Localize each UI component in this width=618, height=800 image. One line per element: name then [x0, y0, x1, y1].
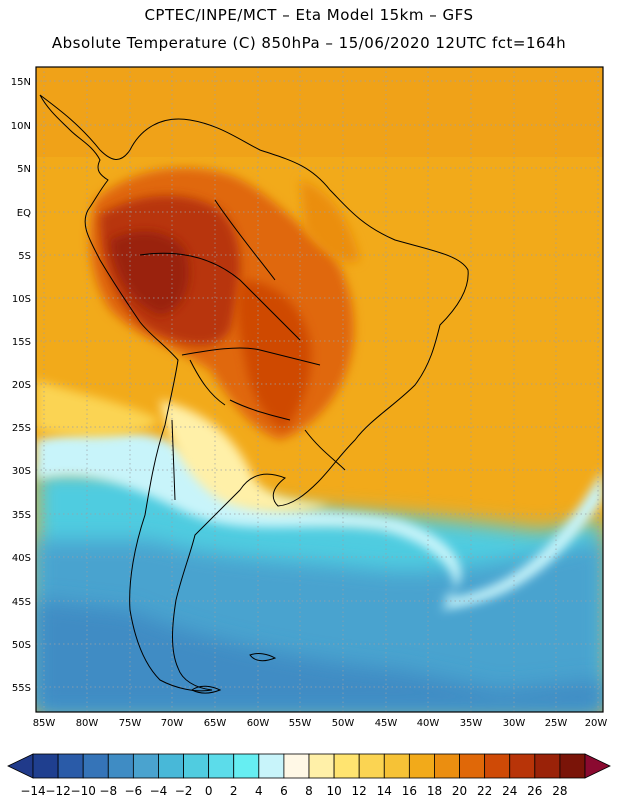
colorbar-label: 14 [377, 784, 392, 798]
lat-label: 5S [18, 251, 31, 262]
colorbar-swatch [358, 753, 385, 779]
lon-label: 30W [503, 718, 526, 729]
longitude-axis: 85W 80W 75W 70W 65W 60W 55W 50W 45W 40W … [33, 718, 608, 729]
lon-label: 20W [585, 718, 608, 729]
lon-label: 50W [332, 718, 355, 729]
colorbar-swatch [559, 753, 586, 779]
colorbar-under-arrow [7, 753, 34, 779]
colorbar-swatch [82, 753, 109, 779]
colorbar-label: −4 [150, 784, 168, 798]
lat-label: 5N [17, 164, 31, 175]
colorbar-swatch [283, 753, 310, 779]
colorbar-swatch [158, 753, 184, 779]
lon-label: 40W [417, 718, 440, 729]
map-title: CPTEC/INPE/MCT – Eta Model 15km – GFS [144, 6, 474, 24]
latitude-axis: 15N 10N 5N EQ 5S 10S 15S 20S 25S 30S 35S… [11, 77, 31, 694]
lon-label: 45W [375, 718, 398, 729]
colorbar-label: 18 [427, 784, 442, 798]
map-subtitle: Absolute Temperature (C) 850hPa – 15/06/… [51, 34, 567, 52]
color-legend: −14 −12 −10 −8 −6 −4 −2 0 2 4 6 8 10 12 14 16 18 20 22 24 26… [7, 753, 611, 798]
lat-label: 10S [12, 294, 31, 305]
lat-label: 10N [11, 121, 31, 132]
temperature-field [36, 67, 603, 712]
lon-label: 85W [33, 718, 56, 729]
lat-lon-grid [36, 67, 603, 712]
colorbar-swatch [383, 753, 410, 779]
colorbar-swatch [132, 753, 159, 779]
colorbar-label: 16 [402, 784, 417, 798]
colorbar-swatch [434, 753, 460, 779]
colorbar-swatch [408, 753, 435, 779]
colorbar-label: −6 [125, 784, 143, 798]
coastlines [39, 94, 469, 694]
colorbar-over-arrow [584, 753, 611, 779]
lat-label: 35S [12, 510, 31, 521]
lon-label: 80W [76, 718, 99, 729]
lat-label: 40S [12, 553, 31, 564]
lon-label: 55W [289, 718, 312, 729]
colorbar-swatch [509, 753, 536, 779]
colorbar-label: 4 [255, 784, 263, 798]
colorbar-swatch [233, 753, 260, 779]
lon-label: 65W [204, 718, 227, 729]
colorbar-label: 28 [552, 784, 567, 798]
lon-label: 70W [161, 718, 184, 729]
colorbar-label: 2 [230, 784, 238, 798]
colorbar-label: −8 [99, 784, 117, 798]
colorbar-label: −14 [20, 784, 45, 798]
colorbar-swatch [459, 753, 486, 779]
colorbar-label: 10 [326, 784, 341, 798]
colorbar-swatch [32, 753, 59, 779]
colorbar-label: 12 [352, 784, 367, 798]
colorbar-label: 6 [280, 784, 288, 798]
lat-label: 25S [12, 423, 31, 434]
colorbar-swatch [107, 753, 134, 779]
colorbar-label: 24 [502, 784, 517, 798]
lon-label: 25W [545, 718, 568, 729]
colorbar-label: 26 [527, 784, 542, 798]
lat-label: 30S [12, 466, 31, 477]
lat-label: 50S [12, 640, 31, 651]
colorbar-label: 22 [477, 784, 492, 798]
lat-label: 45S [12, 597, 31, 608]
lon-label: 75W [119, 718, 142, 729]
colorbar-label: −12 [45, 784, 70, 798]
colorbar-swatch [183, 753, 210, 779]
lat-label: 20S [12, 380, 31, 391]
colorbar-label: −10 [71, 784, 96, 798]
colorbar-swatch [484, 753, 511, 779]
lon-label: 35W [460, 718, 483, 729]
colorbar-swatch [333, 753, 360, 779]
colorbar-label: 0 [205, 784, 213, 798]
lon-label: 60W [247, 718, 270, 729]
colorbar-label: 20 [452, 784, 467, 798]
colorbar-label: 8 [305, 784, 313, 798]
colorbar-label: −2 [175, 784, 193, 798]
colorbar-swatch [534, 753, 561, 779]
plot-frame [35, 66, 604, 713]
colorbar-swatch [258, 753, 285, 779]
lat-label: 15N [11, 77, 31, 88]
colorbar-swatch [57, 753, 84, 779]
colorbar-swatch [308, 753, 335, 779]
lat-label: 55S [12, 683, 31, 694]
lat-label: EQ [17, 208, 31, 219]
colorbar-swatch [208, 753, 235, 779]
lat-label: 15S [12, 337, 31, 348]
